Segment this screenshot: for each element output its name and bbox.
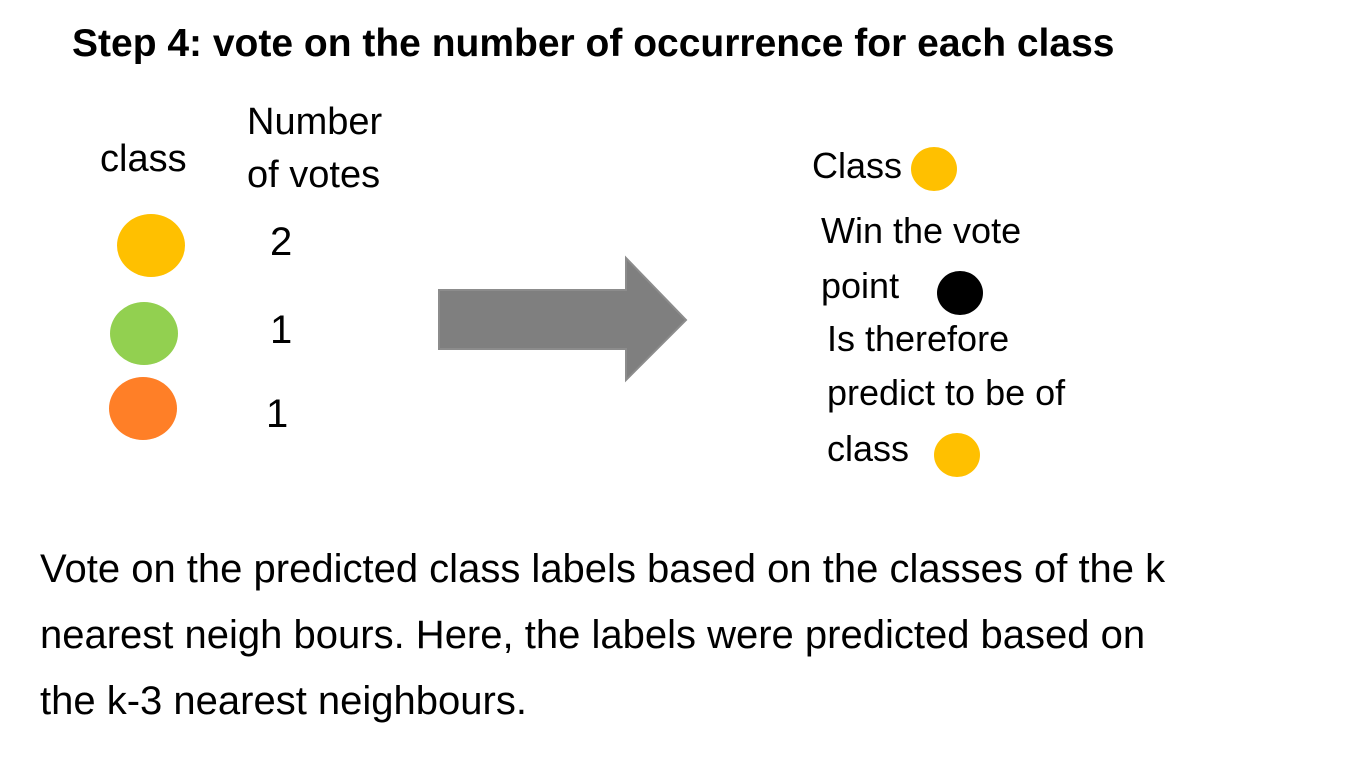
vote-count: 1: [270, 308, 293, 352]
winner-class-dot: [911, 147, 957, 191]
explanation-line2: nearest neigh bours. Here, the labels we…: [40, 613, 1146, 657]
class-dot-orange: [109, 377, 177, 440]
result-therefore-text: Is therefore: [827, 318, 1010, 359]
class-column-header: class: [100, 138, 187, 180]
query-point-dot: [937, 271, 983, 315]
result-win-text: Win the vote: [821, 210, 1022, 251]
class-dot-yellow: [117, 214, 185, 277]
predicted-class-dot: [934, 433, 980, 477]
class-dot-green: [110, 302, 178, 365]
votes-column-header: Number of votes: [247, 96, 382, 202]
result-point-text: point: [821, 265, 900, 306]
explanation-line1: Vote on the predicted class labels based…: [40, 547, 1166, 591]
votes-header-line2: of votes: [247, 154, 381, 196]
vote-count: 1: [266, 392, 289, 436]
slide-title: Step 4: vote on the number of occurrence…: [72, 22, 1115, 65]
result-predict-text: predict to be of: [827, 372, 1066, 413]
votes-header-line1: Number: [247, 101, 383, 143]
result-class-label: Class: [812, 145, 903, 186]
right-arrow-icon: [438, 255, 688, 383]
explanation-paragraph: Vote on the predicted class labels based…: [40, 536, 1360, 734]
explanation-line3: the k-3 nearest neighbours.: [40, 679, 527, 723]
vote-count: 2: [270, 220, 293, 264]
result-class2-text: class: [827, 428, 910, 469]
